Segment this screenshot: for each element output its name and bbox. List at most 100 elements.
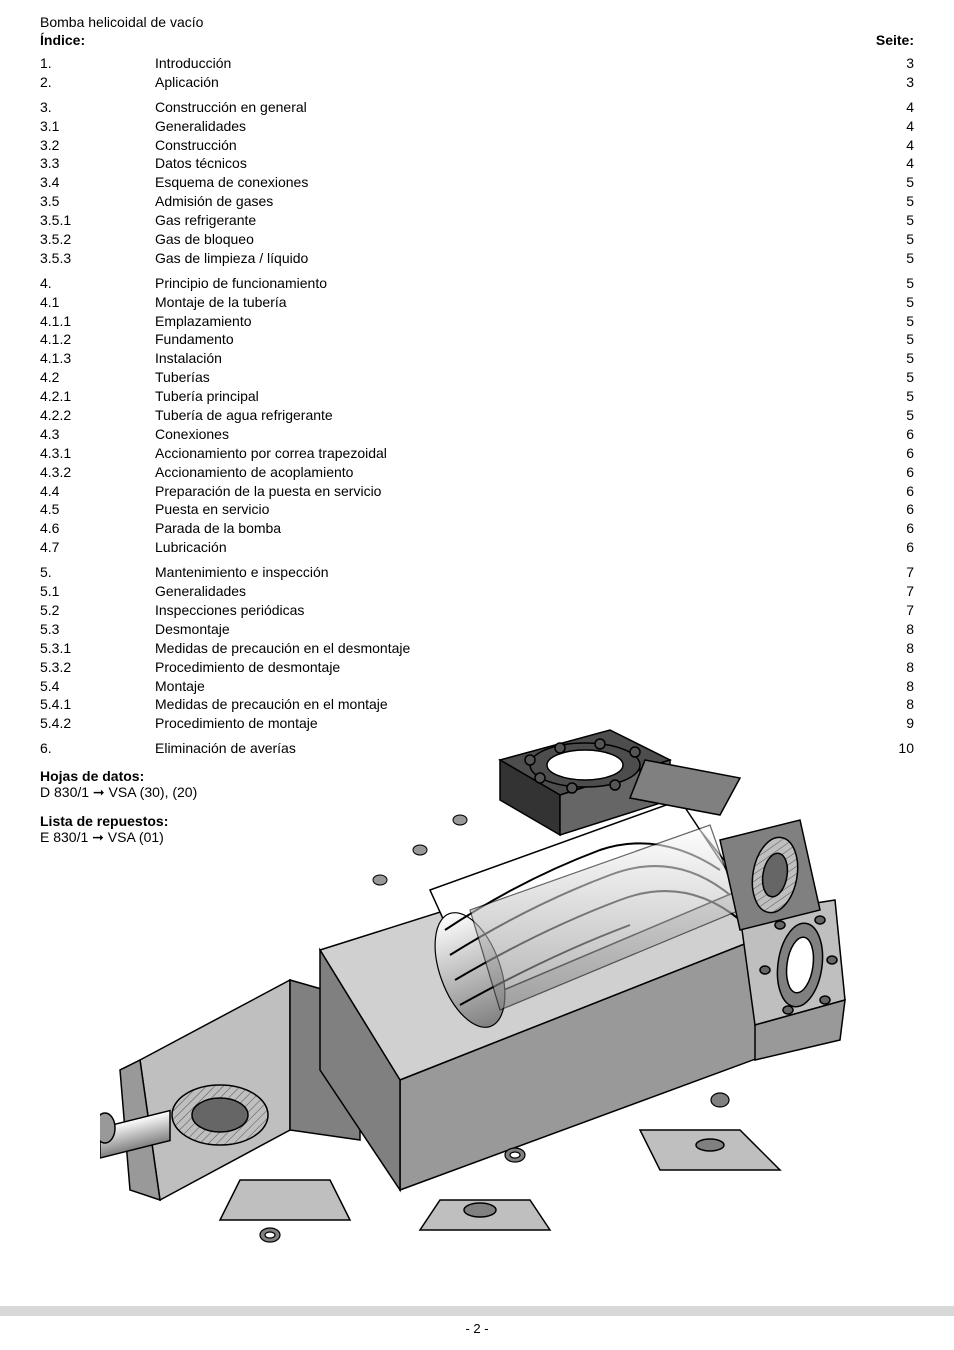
toc-title: Emplazamiento	[155, 312, 874, 331]
toc-title: Esquema de conexiones	[155, 173, 874, 192]
toc-row: 5.3.2Procedimiento de desmontaje8	[40, 658, 914, 677]
toc-num: 3.1	[40, 117, 155, 136]
toc-num: 5.2	[40, 601, 155, 620]
doc-title: Bomba helicoidal de vacío	[40, 14, 914, 30]
toc-page: 5	[874, 406, 914, 425]
toc-row: 5.3Desmontaje8	[40, 620, 914, 639]
toc-num: 3.3	[40, 154, 155, 173]
toc-page: 7	[874, 601, 914, 620]
toc-title: Principio de funcionamiento	[155, 274, 874, 293]
toc-row: 5.1Generalidades7	[40, 582, 914, 601]
toc-num: 3.5.2	[40, 230, 155, 249]
toc-num: 4.7	[40, 538, 155, 557]
toc-row: 4.2Tuberías5	[40, 368, 914, 387]
toc-row: 3.3Datos técnicos4	[40, 154, 914, 173]
toc-page: 5	[874, 387, 914, 406]
toc-page: 6	[874, 482, 914, 501]
toc-row: 5.3.1Medidas de precaución en el desmont…	[40, 639, 914, 658]
toc-num: 4.2.1	[40, 387, 155, 406]
toc-title: Inspecciones periódicas	[155, 601, 874, 620]
toc-page: 5	[874, 230, 914, 249]
toc-title: Procedimiento de desmontaje	[155, 658, 874, 677]
toc-page: 6	[874, 463, 914, 482]
toc-title: Accionamiento por correa trapezoidal	[155, 444, 874, 463]
toc-row: 6.Eliminación de averías10	[40, 739, 914, 758]
toc-page: 6	[874, 425, 914, 444]
toc-row: 4.3.2Accionamiento de acoplamiento6	[40, 463, 914, 482]
toc-page: 3	[874, 54, 914, 73]
toc-row: 5.4.1Medidas de precaución en el montaje…	[40, 695, 914, 714]
toc-title: Mantenimiento e inspección	[155, 563, 874, 582]
toc-num: 5.3	[40, 620, 155, 639]
toc-num: 4.2.2	[40, 406, 155, 425]
hojas-datos-line: D 830/1 ➞ VSA (30), (20)	[40, 784, 914, 801]
toc-page: 5	[874, 312, 914, 331]
toc-page: 4	[874, 98, 914, 117]
toc-title: Instalación	[155, 349, 874, 368]
toc-row: 4.1.1Emplazamiento5	[40, 312, 914, 331]
toc-title: Construcción en general	[155, 98, 874, 117]
table-of-contents: 1.Introducción32.Aplicación33.Construcci…	[40, 54, 914, 758]
toc-num: 5.4.2	[40, 714, 155, 733]
toc-title: Aplicación	[155, 73, 874, 92]
toc-title: Preparación de la puesta en servicio	[155, 482, 874, 501]
toc-row: 2.Aplicación3	[40, 73, 914, 92]
toc-page: 5	[874, 274, 914, 293]
toc-num: 4.5	[40, 500, 155, 519]
toc-page: 4	[874, 117, 914, 136]
toc-num: 4.1.1	[40, 312, 155, 331]
toc-title: Procedimiento de montaje	[155, 714, 874, 733]
page-number: - 2 -	[0, 1321, 954, 1336]
toc-page: 3	[874, 73, 914, 92]
toc-num: 5.	[40, 563, 155, 582]
toc-row: 4.4Preparación de la puesta en servicio6	[40, 482, 914, 501]
toc-row: 5.4.2Procedimiento de montaje9	[40, 714, 914, 733]
toc-num: 3.2	[40, 136, 155, 155]
lista-repuestos-label: Lista de repuestos:	[40, 813, 914, 829]
toc-title: Lubricación	[155, 538, 874, 557]
toc-num: 3.5.3	[40, 249, 155, 268]
toc-title: Montaje	[155, 677, 874, 696]
toc-title: Desmontaje	[155, 620, 874, 639]
toc-num: 4.3.2	[40, 463, 155, 482]
toc-page: 5	[874, 293, 914, 312]
toc-title: Datos técnicos	[155, 154, 874, 173]
toc-title: Construcción	[155, 136, 874, 155]
lista-repuestos-line: E 830/1 ➞ VSA (01)	[40, 829, 914, 846]
toc-title: Accionamiento de acoplamiento	[155, 463, 874, 482]
toc-page: 6	[874, 444, 914, 463]
hojas-datos-label: Hojas de datos:	[40, 768, 914, 784]
toc-num: 5.4	[40, 677, 155, 696]
toc-page: 5	[874, 330, 914, 349]
toc-num: 3.5	[40, 192, 155, 211]
toc-page: 4	[874, 136, 914, 155]
toc-title: Fundamento	[155, 330, 874, 349]
toc-title: Generalidades	[155, 117, 874, 136]
toc-row: 4.Principio de funcionamiento5	[40, 274, 914, 293]
toc-page: 6	[874, 519, 914, 538]
toc-page: 5	[874, 192, 914, 211]
toc-row: 4.1Montaje de la tubería5	[40, 293, 914, 312]
toc-num: 4.6	[40, 519, 155, 538]
toc-row: 4.3.1Accionamiento por correa trapezoida…	[40, 444, 914, 463]
toc-row: 4.6Parada de la bomba6	[40, 519, 914, 538]
toc-title: Montaje de la tubería	[155, 293, 874, 312]
toc-row: 4.2.2Tubería de agua refrigerante5	[40, 406, 914, 425]
toc-row: 3.5.3Gas de limpieza / líquido5	[40, 249, 914, 268]
toc-row: 4.1.2Fundamento5	[40, 330, 914, 349]
toc-page: 6	[874, 538, 914, 557]
toc-title: Medidas de precaución en el montaje	[155, 695, 874, 714]
toc-row: 3.5Admisión de gases5	[40, 192, 914, 211]
toc-page: 10	[874, 739, 914, 758]
toc-num: 4.3.1	[40, 444, 155, 463]
toc-row: 5.2Inspecciones periódicas7	[40, 601, 914, 620]
toc-num: 1.	[40, 54, 155, 73]
toc-page: 4	[874, 154, 914, 173]
toc-page: 5	[874, 368, 914, 387]
toc-num: 5.3.1	[40, 639, 155, 658]
toc-page: 8	[874, 677, 914, 696]
toc-row: 3.5.2Gas de bloqueo5	[40, 230, 914, 249]
toc-title: Gas refrigerante	[155, 211, 874, 230]
toc-num: 3.4	[40, 173, 155, 192]
toc-row: 3.1Generalidades4	[40, 117, 914, 136]
